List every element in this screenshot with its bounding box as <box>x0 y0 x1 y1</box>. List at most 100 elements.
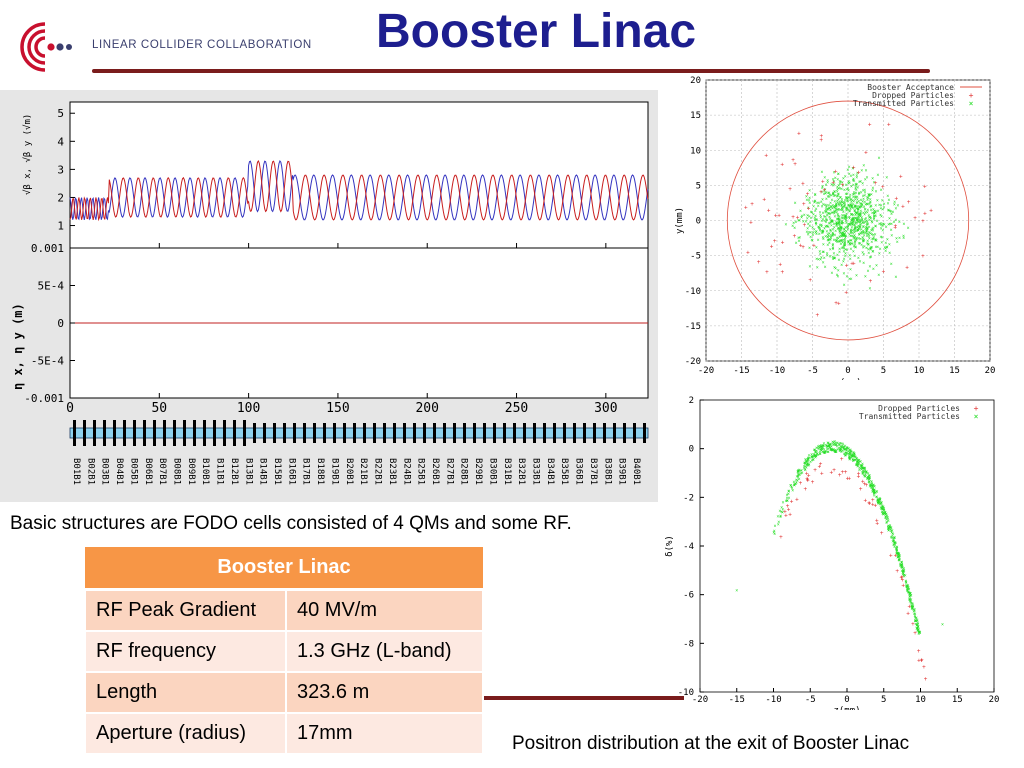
svg-text:×: × <box>850 449 853 455</box>
svg-text:×: × <box>866 239 869 245</box>
svg-text:×: × <box>839 180 842 186</box>
svg-text:×: × <box>859 205 862 211</box>
svg-text:×: × <box>806 463 809 469</box>
svg-text:×: × <box>793 481 796 487</box>
svg-text:+: + <box>917 658 921 665</box>
svg-text:×: × <box>843 453 846 459</box>
svg-text:×: × <box>852 454 855 460</box>
svg-text:×: × <box>811 232 814 238</box>
svg-text:×: × <box>807 206 810 212</box>
element-label: B28B1 <box>459 458 469 485</box>
svg-text:×: × <box>856 225 859 231</box>
svg-text:×: × <box>896 203 899 209</box>
svg-text:×: × <box>810 216 813 222</box>
svg-text:×: × <box>826 207 829 213</box>
svg-text:×: × <box>829 207 832 213</box>
lattice-element <box>433 423 436 443</box>
svg-text:×: × <box>882 512 885 518</box>
svg-text:×: × <box>883 222 886 228</box>
bottom-tick-label: -0.001 <box>24 392 64 405</box>
svg-text:×: × <box>897 554 900 560</box>
svg-text:×: × <box>880 203 883 209</box>
svg-text:×: × <box>840 238 843 244</box>
svg-text:×: × <box>831 206 834 212</box>
lattice-element <box>573 423 576 443</box>
svg-text:×: × <box>892 220 895 226</box>
svg-text:×: × <box>871 488 874 494</box>
svg-text:×: × <box>835 204 838 210</box>
svg-text:×: × <box>854 216 857 222</box>
svg-text:×: × <box>843 216 846 222</box>
svg-text:×: × <box>807 198 810 204</box>
svg-text:×: × <box>895 547 898 553</box>
svg-text:×: × <box>843 215 846 221</box>
svg-text:×: × <box>835 448 838 454</box>
svg-text:×: × <box>853 222 856 228</box>
svg-text:×: × <box>818 210 821 216</box>
svg-text:×: × <box>882 505 885 511</box>
y-tick-label: -2 <box>683 493 694 503</box>
svg-text:+: + <box>911 621 915 628</box>
svg-text:×: × <box>828 206 831 212</box>
svg-text:×: × <box>867 471 870 477</box>
svg-text:×: × <box>866 268 869 274</box>
svg-text:×: × <box>909 599 912 605</box>
svg-text:×: × <box>857 461 860 467</box>
svg-text:×: × <box>858 224 861 230</box>
lattice-element <box>553 423 556 443</box>
distribution-caption: Positron distribution at the exit of Boo… <box>512 733 910 754</box>
svg-text:×: × <box>841 200 844 206</box>
svg-text:×: × <box>855 182 858 188</box>
svg-text:×: × <box>854 245 857 251</box>
svg-text:+: + <box>850 260 854 267</box>
svg-text:×: × <box>857 217 860 223</box>
svg-text:×: × <box>849 242 852 248</box>
svg-text:×: × <box>885 244 888 250</box>
lattice-element <box>643 423 646 443</box>
svg-text:×: × <box>845 183 848 189</box>
svg-text:×: × <box>857 216 860 222</box>
svg-text:×: × <box>913 615 916 621</box>
svg-text:×: × <box>859 179 862 185</box>
svg-text:×: × <box>873 211 876 217</box>
lattice-element <box>243 420 246 446</box>
svg-text:×: × <box>845 453 848 459</box>
svg-text:×: × <box>855 175 858 181</box>
svg-text:×: × <box>913 608 916 614</box>
svg-text:×: × <box>881 507 884 513</box>
svg-text:×: × <box>831 219 834 225</box>
structure-caption: Basic structures are FODO cells consiste… <box>10 513 572 534</box>
svg-text:×: × <box>887 208 890 214</box>
svg-text:×: × <box>836 208 839 214</box>
svg-text:×: × <box>804 467 807 473</box>
svg-text:+: + <box>894 223 898 230</box>
element-label: B39B1 <box>617 458 627 485</box>
svg-text:×: × <box>843 187 846 193</box>
y-tick-label: -8 <box>683 639 694 649</box>
svg-text:×: × <box>801 470 804 476</box>
svg-text:×: × <box>886 237 889 243</box>
bottom-divider <box>484 696 684 700</box>
svg-text:+: + <box>901 204 905 211</box>
svg-text:×: × <box>857 220 860 226</box>
svg-text:×: × <box>873 489 876 495</box>
svg-text:×: × <box>848 203 851 209</box>
svg-text:×: × <box>826 447 829 453</box>
svg-text:×: × <box>854 210 857 216</box>
lattice-element <box>333 423 336 443</box>
svg-text:×: × <box>832 192 835 198</box>
svg-text:×: × <box>865 221 868 227</box>
svg-text:×: × <box>863 193 866 199</box>
svg-text:×: × <box>862 163 865 169</box>
svg-text:×: × <box>792 220 795 226</box>
svg-text:×: × <box>893 542 896 548</box>
svg-text:×: × <box>849 202 852 208</box>
svg-text:×: × <box>857 212 860 218</box>
svg-text:×: × <box>880 226 883 232</box>
lattice-element <box>203 420 206 446</box>
svg-text:×: × <box>868 476 871 482</box>
svg-text:×: × <box>860 203 863 209</box>
svg-text:×: × <box>895 546 898 552</box>
svg-text:×: × <box>815 451 818 457</box>
svg-text:×: × <box>864 168 867 174</box>
